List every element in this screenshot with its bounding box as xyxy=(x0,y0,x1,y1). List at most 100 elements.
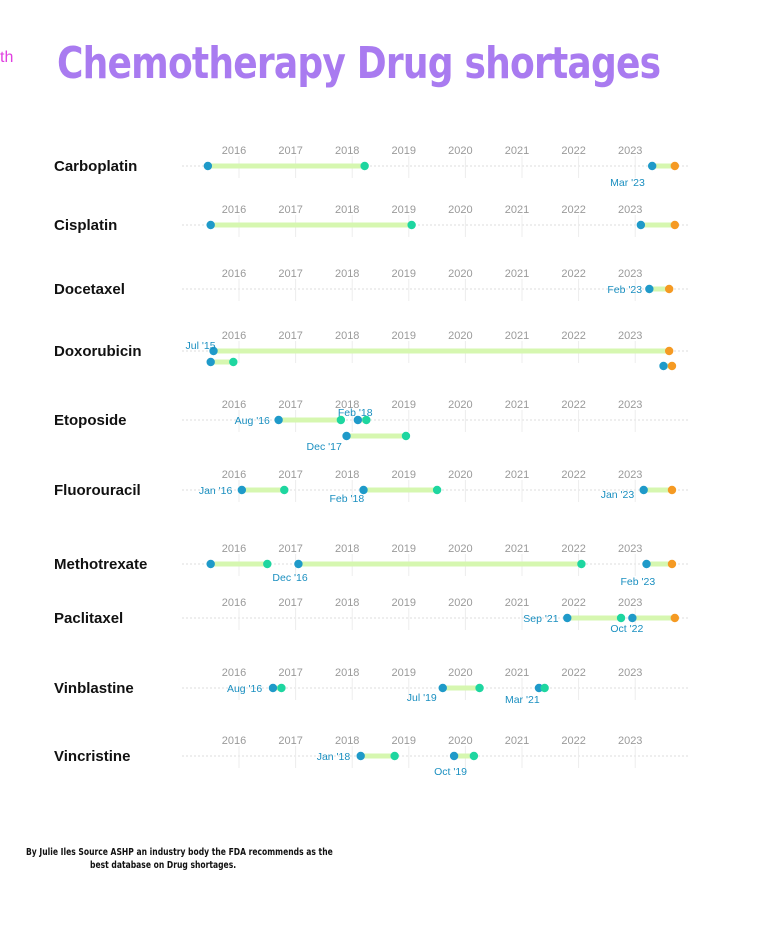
date-label-vinblastine-1: Jul '19 xyxy=(407,692,437,704)
end-dot-vinblastine-0 xyxy=(277,683,286,693)
tick-label-etoposide-2022: 2022 xyxy=(561,399,585,411)
tick-label-methotrexate-2019: 2019 xyxy=(392,543,416,555)
tick-label-cisplatin-2021: 2021 xyxy=(505,204,529,216)
date-label-docetaxel-0: Feb '23 xyxy=(607,284,642,296)
tick-label-vinblastine-2023: 2023 xyxy=(618,667,642,679)
drug-label-etoposide: Etoposide xyxy=(54,412,127,429)
credit-line-1: By Julie Iles Source ASHP an industry bo… xyxy=(26,847,333,858)
end-dot-cisplatin-0 xyxy=(407,220,416,230)
end-dot-carboplatin-0 xyxy=(360,161,369,171)
date-label-fluorouracil-0: Jan '16 xyxy=(199,485,233,497)
credit-line-2: best database on Drug shortages. xyxy=(90,860,237,871)
end-dot-methotrexate-1 xyxy=(577,559,586,569)
start-dot-paclitaxel-0 xyxy=(563,613,572,623)
date-label-paclitaxel-1: Oct '22 xyxy=(610,623,643,635)
tick-label-vinblastine-2017: 2017 xyxy=(278,667,302,679)
tick-label-methotrexate-2023: 2023 xyxy=(618,543,642,555)
tick-label-fluorouracil-2017: 2017 xyxy=(278,469,302,481)
start-dot-etoposide-2 xyxy=(342,431,351,441)
tick-label-vincristine-2019: 2019 xyxy=(392,735,416,747)
end-dot-carboplatin-1 xyxy=(670,161,680,171)
tick-label-doxorubicin-2022: 2022 xyxy=(561,330,585,342)
end-dot-vinblastine-2 xyxy=(540,683,549,693)
date-label-etoposide-0: Aug '16 xyxy=(235,415,270,427)
tick-label-docetaxel-2022: 2022 xyxy=(561,268,585,280)
start-dot-carboplatin-1 xyxy=(647,161,657,171)
tick-label-etoposide-2023: 2023 xyxy=(618,399,642,411)
tick-label-vincristine-2016: 2016 xyxy=(222,735,246,747)
tick-label-carboplatin-2019: 2019 xyxy=(392,145,416,157)
tick-label-doxorubicin-2018: 2018 xyxy=(335,330,359,342)
end-dot-etoposide-2 xyxy=(401,431,411,441)
date-label-vincristine-0: Jan '18 xyxy=(317,751,351,763)
start-dot-methotrexate-2 xyxy=(642,559,651,569)
start-dot-doxorubicin-2 xyxy=(659,361,668,371)
tick-label-paclitaxel-2017: 2017 xyxy=(278,597,302,609)
start-dot-etoposide-0 xyxy=(274,415,283,425)
start-dot-doxorubicin-1 xyxy=(206,357,215,367)
tick-label-fluorouracil-2022: 2022 xyxy=(561,469,585,481)
tick-label-doxorubicin-2023: 2023 xyxy=(618,330,642,342)
tick-label-etoposide-2021: 2021 xyxy=(505,399,529,411)
tick-label-carboplatin-2016: 2016 xyxy=(222,145,246,157)
tick-label-fluorouracil-2020: 2020 xyxy=(448,469,472,481)
tick-label-vincristine-2022: 2022 xyxy=(561,735,585,747)
end-dot-vincristine-1 xyxy=(469,751,479,761)
start-dot-methotrexate-0 xyxy=(206,559,215,569)
end-dot-cisplatin-1 xyxy=(670,220,680,230)
tick-label-etoposide-2017: 2017 xyxy=(278,399,302,411)
drug-label-vincristine: Vincristine xyxy=(54,748,130,765)
tick-label-methotrexate-2016: 2016 xyxy=(222,543,246,555)
tick-label-vinblastine-2022: 2022 xyxy=(561,667,585,679)
start-dot-etoposide-1 xyxy=(353,415,363,425)
tick-label-etoposide-2019: 2019 xyxy=(392,399,416,411)
date-label-carboplatin-1: Mar '23 xyxy=(610,177,645,189)
tick-label-vincristine-2021: 2021 xyxy=(505,735,529,747)
start-dot-vincristine-0 xyxy=(356,751,365,761)
tick-label-docetaxel-2020: 2020 xyxy=(448,268,472,280)
tick-label-paclitaxel-2019: 2019 xyxy=(392,597,416,609)
corner-text: th xyxy=(0,49,14,66)
end-dot-doxorubicin-0 xyxy=(664,346,674,356)
date-label-methotrexate-1: Dec '16 xyxy=(272,572,307,584)
start-dot-fluorouracil-0 xyxy=(237,485,247,495)
tick-label-paclitaxel-2020: 2020 xyxy=(448,597,472,609)
end-dot-methotrexate-2 xyxy=(667,559,677,569)
date-label-fluorouracil-2: Jan '23 xyxy=(601,489,635,501)
tick-label-fluorouracil-2016: 2016 xyxy=(222,469,246,481)
tick-label-etoposide-2018: 2018 xyxy=(335,399,359,411)
end-dot-etoposide-0 xyxy=(336,415,346,425)
end-dot-docetaxel-0 xyxy=(664,284,674,294)
tick-label-cisplatin-2022: 2022 xyxy=(561,204,585,216)
tick-label-cisplatin-2019: 2019 xyxy=(392,204,416,216)
tick-label-cisplatin-2023: 2023 xyxy=(618,204,642,216)
tick-label-methotrexate-2020: 2020 xyxy=(448,543,472,555)
start-dot-vincristine-1 xyxy=(449,751,459,761)
tick-label-docetaxel-2021: 2021 xyxy=(505,268,529,280)
start-dot-doxorubicin-0 xyxy=(209,346,218,356)
tick-label-paclitaxel-2016: 2016 xyxy=(222,597,246,609)
drug-label-doxorubicin: Doxorubicin xyxy=(54,343,142,360)
tick-label-doxorubicin-2016: 2016 xyxy=(222,330,246,342)
drug-label-carboplatin: Carboplatin xyxy=(54,158,137,175)
tick-label-methotrexate-2021: 2021 xyxy=(505,543,529,555)
credit-note: By Julie Iles Source ASHP an industry bo… xyxy=(26,846,333,872)
date-label-etoposide-2: Dec '17 xyxy=(307,441,342,453)
drug-label-methotrexate: Methotrexate xyxy=(54,556,147,573)
tick-label-doxorubicin-2019: 2019 xyxy=(392,330,416,342)
start-dot-paclitaxel-1 xyxy=(628,613,637,623)
start-dot-vinblastine-0 xyxy=(268,683,278,693)
tick-label-fluorouracil-2023: 2023 xyxy=(618,469,642,481)
end-dot-fluorouracil-0 xyxy=(280,485,289,495)
end-dot-etoposide-1 xyxy=(362,415,371,425)
tick-label-doxorubicin-2021: 2021 xyxy=(505,330,529,342)
page-title: Chemotherapy Drug shortages xyxy=(57,38,661,89)
tick-label-cisplatin-2017: 2017 xyxy=(278,204,302,216)
end-dot-vincristine-0 xyxy=(390,751,399,761)
tick-label-doxorubicin-2017: 2017 xyxy=(278,330,302,342)
tick-label-paclitaxel-2022: 2022 xyxy=(561,597,585,609)
start-dot-fluorouracil-1 xyxy=(359,485,368,495)
tick-label-cisplatin-2018: 2018 xyxy=(335,204,359,216)
date-label-vinblastine-2: Mar '21 xyxy=(505,694,540,706)
